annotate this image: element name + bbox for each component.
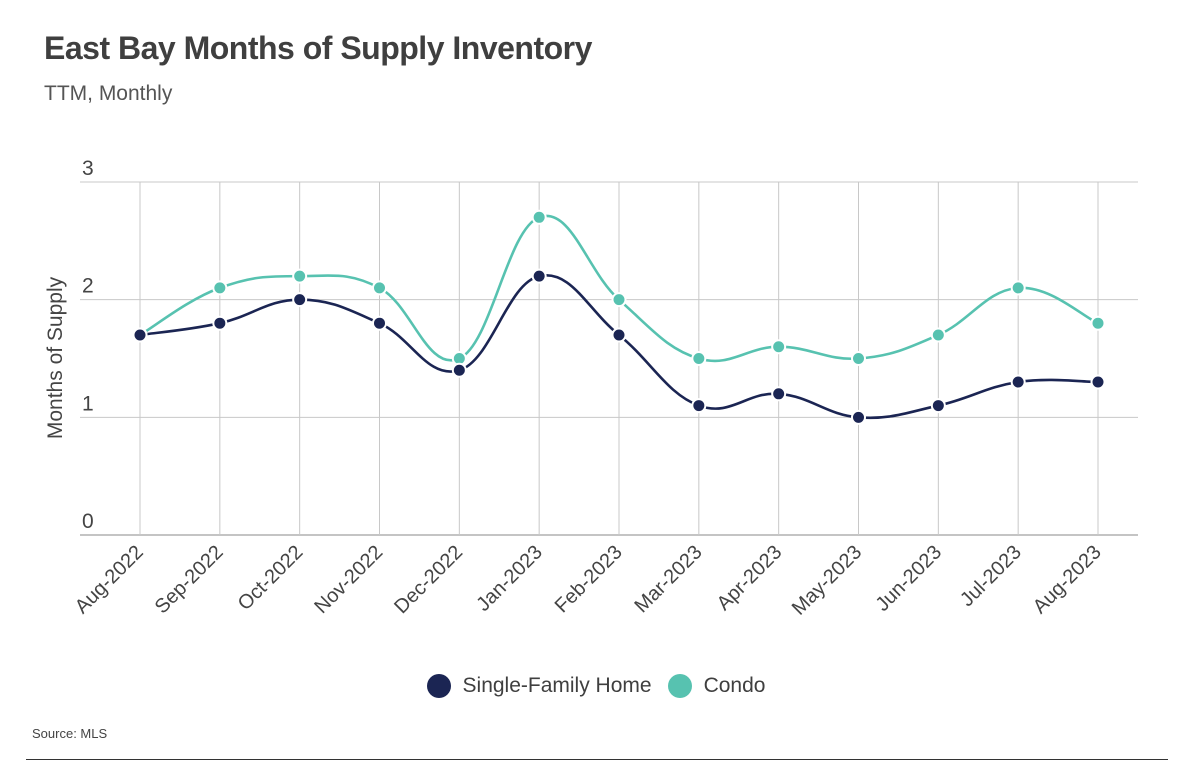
legend-swatch-single-family — [426, 674, 451, 698]
x-tick-label: Aug-2023 — [1029, 541, 1106, 618]
line-chart: 0 1 2 3 Aug-2022 Sep-2022 Oct-2022 Nov-2022 Dec-… — [44, 157, 1138, 620]
data-point-condo[interactable] — [531, 209, 547, 225]
y-tick-label: 1 — [82, 392, 94, 415]
legend-label-condo: Condo — [703, 674, 766, 697]
x-tick-label: Jul-2023 — [956, 541, 1026, 611]
data-point-single-family-home[interactable] — [132, 327, 148, 343]
data-point-single-family-home[interactable] — [771, 386, 787, 402]
data-point-condo[interactable] — [930, 327, 946, 343]
y-tick-label: 3 — [82, 157, 94, 180]
data-point-condo[interactable] — [851, 351, 866, 366]
data-point-condo[interactable] — [611, 292, 627, 308]
data-point-condo[interactable] — [372, 280, 387, 296]
chart-subtitle: TTM, Monthly — [44, 82, 173, 105]
data-point-single-family-home[interactable] — [212, 315, 228, 331]
data-point-condo[interactable] — [212, 280, 228, 296]
data-point-condo[interactable] — [1090, 315, 1106, 331]
chart-legend: Single-Family Home Condo — [0, 674, 1192, 698]
chart-axes: 0 1 2 3 Aug-2022 Sep-2022 Oct-2022 Nov-2022 Dec-… — [44, 157, 1106, 620]
data-point-single-family-home[interactable] — [930, 398, 946, 414]
data-point-single-family-home[interactable] — [1010, 374, 1026, 390]
chart-grid — [80, 181, 1138, 536]
data-point-condo[interactable] — [771, 339, 787, 355]
x-tick-label: Apr-2023 — [713, 541, 787, 615]
data-point-single-family-home[interactable] — [1090, 374, 1106, 390]
legend-item-condo[interactable]: Condo — [667, 674, 766, 698]
y-axis-title: Months of Supply — [44, 276, 67, 439]
x-tick-label: Oct-2022 — [234, 541, 308, 615]
legend-item-single-family[interactable]: Single-Family Home — [426, 674, 652, 698]
data-point-condo[interactable] — [691, 351, 707, 366]
x-tick-label: Aug-2022 — [71, 541, 148, 618]
data-point-condo[interactable] — [292, 268, 308, 284]
data-point-single-family-home[interactable] — [372, 315, 387, 331]
chart-markers — [132, 209, 1106, 425]
data-point-single-family-home[interactable] — [451, 362, 467, 378]
legend-swatch-condo — [667, 674, 692, 698]
source-note: Source: MLS — [32, 726, 108, 741]
x-tick-label: Jun-2023 — [872, 541, 947, 616]
footer-divider — [26, 759, 1168, 760]
data-point-condo[interactable] — [1010, 280, 1026, 296]
y-tick-label: 2 — [82, 275, 94, 298]
x-tick-label: Feb-2023 — [551, 541, 627, 617]
x-tick-label: Jan-2023 — [472, 541, 547, 616]
data-point-single-family-home[interactable] — [292, 292, 308, 308]
data-point-single-family-home[interactable] — [691, 398, 707, 414]
x-tick-label: Sep-2022 — [151, 541, 228, 618]
data-point-single-family-home[interactable] — [531, 268, 547, 284]
legend-label-single-family: Single-Family Home — [462, 674, 652, 697]
data-point-single-family-home[interactable] — [611, 327, 627, 343]
x-tick-label: May-2023 — [788, 541, 866, 619]
chart-title: East Bay Months of Supply Inventory — [44, 30, 592, 66]
data-point-single-family-home[interactable] — [851, 409, 866, 425]
x-tick-label: Mar-2023 — [631, 541, 707, 617]
x-tick-label: Nov-2022 — [310, 541, 387, 618]
x-tick-label: Dec-2022 — [390, 541, 467, 618]
y-tick-label: 0 — [82, 510, 94, 533]
